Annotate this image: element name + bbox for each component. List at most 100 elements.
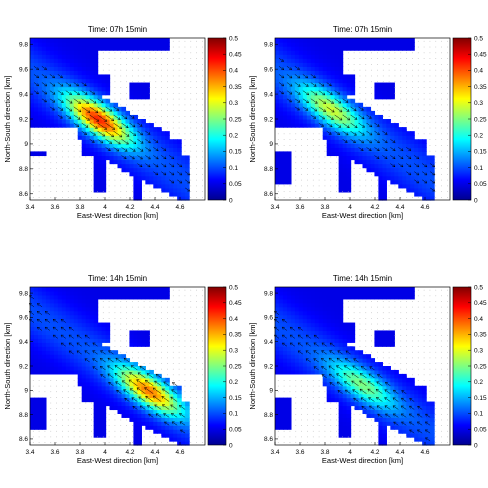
arrow-shaft bbox=[57, 114, 63, 119]
heatmap-cell bbox=[101, 290, 107, 296]
heatmap-cell bbox=[346, 147, 352, 152]
land-dot bbox=[155, 363, 157, 364]
heatmap-cell bbox=[350, 106, 356, 112]
land-dot bbox=[359, 58, 361, 59]
arrow-head bbox=[115, 358, 118, 361]
heatmap-cells bbox=[30, 287, 190, 446]
heatmap-cell bbox=[326, 86, 332, 92]
heatmap-cell bbox=[342, 82, 348, 88]
heatmap-cell bbox=[386, 155, 391, 161]
land-dot bbox=[196, 413, 197, 415]
heatmap-cell bbox=[161, 290, 166, 296]
land-dot bbox=[167, 368, 168, 370]
heatmap-cell bbox=[33, 425, 39, 430]
land-dot bbox=[202, 52, 203, 54]
arrow-head bbox=[386, 140, 388, 143]
heatmap-cell bbox=[294, 54, 300, 59]
land-dot bbox=[353, 58, 355, 59]
heatmap-cell bbox=[141, 330, 146, 335]
land-dot bbox=[120, 312, 122, 314]
arrow-head bbox=[79, 101, 81, 104]
heatmap-cell bbox=[73, 58, 79, 63]
land-dot bbox=[400, 52, 402, 54]
heatmap-cell bbox=[422, 143, 427, 148]
heatmap-cell bbox=[342, 151, 348, 157]
arrow-shaft bbox=[342, 122, 350, 128]
land-dot bbox=[377, 179, 378, 181]
arrow-head bbox=[347, 108, 350, 112]
land-dot bbox=[108, 69, 110, 71]
arrow-shaft bbox=[65, 82, 72, 87]
arrow-head bbox=[417, 156, 420, 159]
heatmap-cell bbox=[117, 163, 123, 169]
heatmap-cell bbox=[117, 373, 123, 379]
heatmap-cell bbox=[378, 123, 383, 128]
heatmap-cell bbox=[334, 86, 340, 92]
heatmap-cell bbox=[137, 397, 142, 403]
heatmap-cell bbox=[89, 381, 95, 387]
heatmap-cell bbox=[41, 310, 47, 316]
heatmap-cell bbox=[89, 127, 95, 132]
heatmap-cell bbox=[410, 143, 415, 148]
land-dot bbox=[62, 442, 63, 443]
land-dot bbox=[126, 81, 127, 83]
arrow-shaft bbox=[105, 122, 115, 130]
heatmap-cell bbox=[145, 373, 150, 379]
land-dot bbox=[132, 318, 133, 319]
arrow-head bbox=[137, 372, 140, 376]
heatmap-cell bbox=[275, 74, 280, 80]
heatmap-cell bbox=[410, 159, 415, 165]
heatmap-cell bbox=[57, 106, 63, 112]
heatmap-cell bbox=[121, 167, 127, 173]
land-dot bbox=[406, 92, 407, 94]
heatmap-cell bbox=[298, 114, 304, 120]
heatmap-cell bbox=[282, 62, 288, 67]
heatmap-cell bbox=[161, 159, 166, 165]
arrow-head bbox=[68, 334, 71, 338]
heatmap-cell bbox=[145, 179, 150, 185]
land-dot bbox=[126, 430, 127, 432]
heatmap-cell bbox=[161, 385, 166, 391]
heatmap-cell bbox=[93, 163, 99, 169]
land-dot bbox=[435, 75, 437, 77]
heatmap-cell bbox=[414, 171, 419, 177]
colorbar-tick-label: 0.45 bbox=[474, 52, 487, 59]
land-dot bbox=[172, 110, 174, 112]
land-dot bbox=[318, 168, 320, 169]
land-dot bbox=[388, 185, 390, 187]
arrow-shaft bbox=[113, 114, 121, 120]
land-dot bbox=[155, 442, 157, 443]
land-dot bbox=[190, 430, 192, 432]
heatmap-cell bbox=[57, 326, 63, 332]
heatmap-cell bbox=[390, 86, 395, 92]
heatmap-cell bbox=[109, 123, 115, 128]
land-dot bbox=[137, 116, 139, 117]
heatmap-cell bbox=[153, 381, 158, 387]
land-dot bbox=[394, 110, 396, 112]
heatmap-cell bbox=[113, 131, 119, 136]
heatmap-cell bbox=[101, 401, 107, 407]
land-dot bbox=[196, 75, 197, 77]
heatmap-cell bbox=[145, 94, 150, 100]
land-dot bbox=[184, 295, 186, 297]
heatmap-cell bbox=[133, 159, 138, 165]
heatmap-cell bbox=[89, 46, 95, 51]
heatmap-cell bbox=[181, 405, 186, 411]
heatmap-cell bbox=[330, 127, 336, 132]
land-dot bbox=[167, 363, 168, 364]
land-dot bbox=[394, 69, 396, 71]
heatmap-cell bbox=[77, 38, 83, 43]
heatmap-cell bbox=[53, 298, 59, 304]
arrow-head bbox=[172, 164, 175, 167]
land-dot bbox=[324, 173, 326, 175]
heatmap-cell bbox=[418, 159, 423, 165]
heatmap-cell bbox=[334, 82, 340, 88]
land-dot bbox=[441, 121, 442, 123]
land-dot bbox=[190, 156, 192, 158]
heatmap-cell bbox=[61, 54, 67, 59]
land-dot bbox=[196, 408, 197, 410]
heatmap-cell bbox=[161, 187, 166, 193]
arrow-shaft bbox=[92, 342, 98, 347]
land-dot bbox=[412, 75, 413, 77]
heatmap-cell bbox=[93, 377, 99, 383]
